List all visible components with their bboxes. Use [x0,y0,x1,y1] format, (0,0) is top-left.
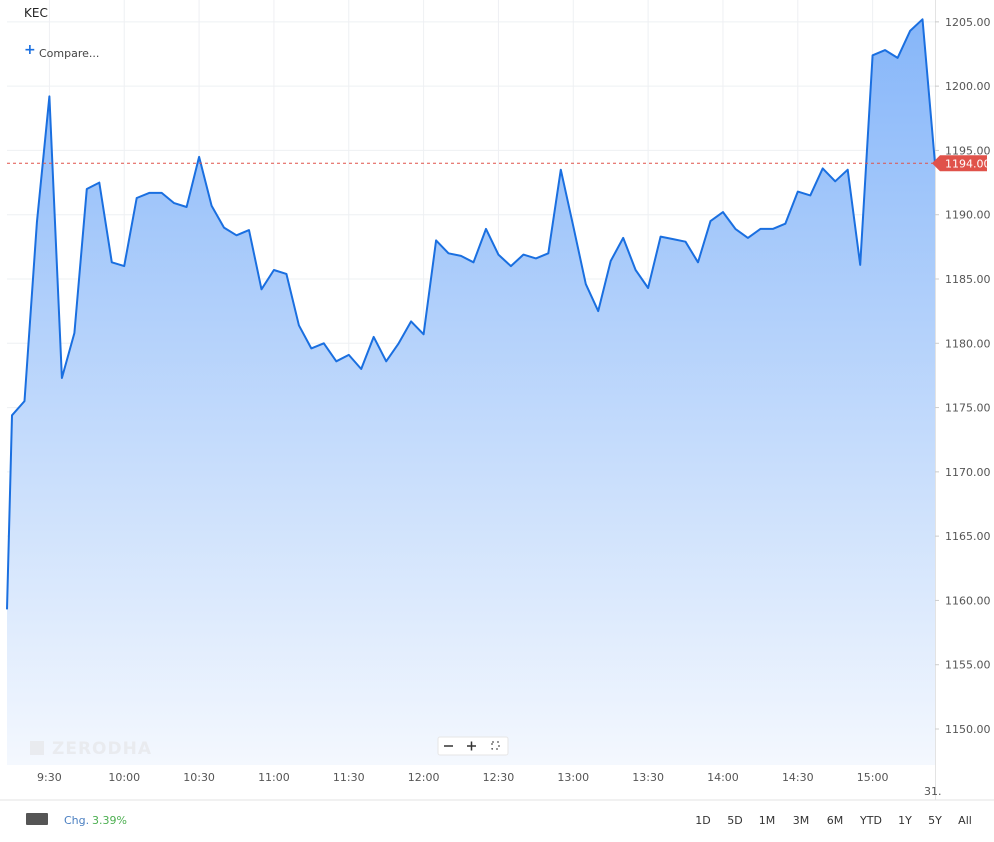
compare-plus[interactable]: + [24,42,36,58]
range-button[interactable]: 1D [695,814,710,827]
price-line [6,18,936,610]
x-tick-label: 12:00 [408,771,440,784]
y-tick-label: 1205.00 [945,16,991,29]
y-tick-label: 1165.00 [945,530,991,543]
y-tick-label: 1180.00 [945,337,991,350]
watermark: ZERODHA [52,739,152,759]
range-button[interactable]: 5Y [928,814,942,827]
y-tick-label: 1195.00 [945,144,991,157]
symbol-title: KEC [24,6,48,20]
area-fill [7,19,935,766]
watermark-logo [30,741,44,755]
y-tick-label: 1200.00 [945,80,991,93]
y-tick-label: 1185.00 [945,273,991,286]
x-edge-label: 31. [924,785,942,798]
range-button[interactable]: YTD [859,814,882,827]
x-tick-label: 14:30 [782,771,814,784]
y-tick-label: 1160.00 [945,594,991,607]
x-tick-label: 13:00 [557,771,589,784]
y-tick-label: 1170.00 [945,466,991,479]
compare-link[interactable]: Compare... [39,47,99,60]
x-tick-label: 11:00 [258,771,290,784]
x-tick-label: 9:30 [37,771,62,784]
y-tick-label: 1150.00 [945,723,991,736]
x-tick-label: 11:30 [333,771,365,784]
keyboard-icon[interactable] [26,813,48,825]
range-button[interactable]: 3M [793,814,810,827]
x-tick-label: 10:30 [183,771,215,784]
y-tick-label: 1190.00 [945,209,991,222]
x-tick-label: 15:00 [857,771,889,784]
x-tick-label: 14:00 [707,771,739,784]
last-price-label: 1194.00 [945,157,991,170]
fullscreen[interactable] [491,741,500,750]
x-tick-label: 13:30 [632,771,664,784]
change-value: 3.39% [92,814,127,827]
x-tick-label: 10:00 [108,771,140,784]
range-button[interactable]: All [958,814,972,827]
y-tick-label: 1155.00 [945,659,991,672]
x-tick-label: 12:30 [483,771,515,784]
change-label: Chg. [64,814,89,827]
y-tick-label: 1175.00 [945,402,991,415]
range-button[interactable]: 1M [759,814,776,827]
range-button[interactable]: 5D [727,814,742,827]
range-button[interactable]: 1Y [898,814,912,827]
last-price-tag [932,155,987,172]
range-button[interactable]: 6M [827,814,844,827]
